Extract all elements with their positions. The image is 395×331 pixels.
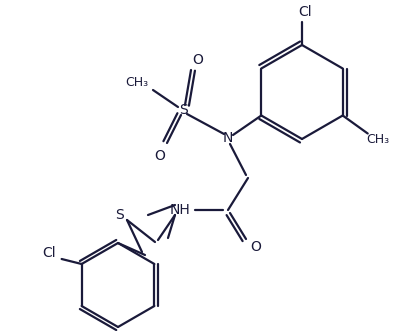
Text: N: N <box>223 131 233 145</box>
Text: O: O <box>154 149 166 163</box>
Text: Cl: Cl <box>42 246 55 260</box>
Text: S: S <box>115 208 123 222</box>
Text: NH: NH <box>169 203 190 217</box>
Text: O: O <box>193 53 203 67</box>
Text: O: O <box>250 240 261 254</box>
Text: S: S <box>179 103 187 117</box>
Text: Cl: Cl <box>298 5 312 19</box>
Text: CH₃: CH₃ <box>366 133 389 146</box>
Text: CH₃: CH₃ <box>126 75 149 88</box>
